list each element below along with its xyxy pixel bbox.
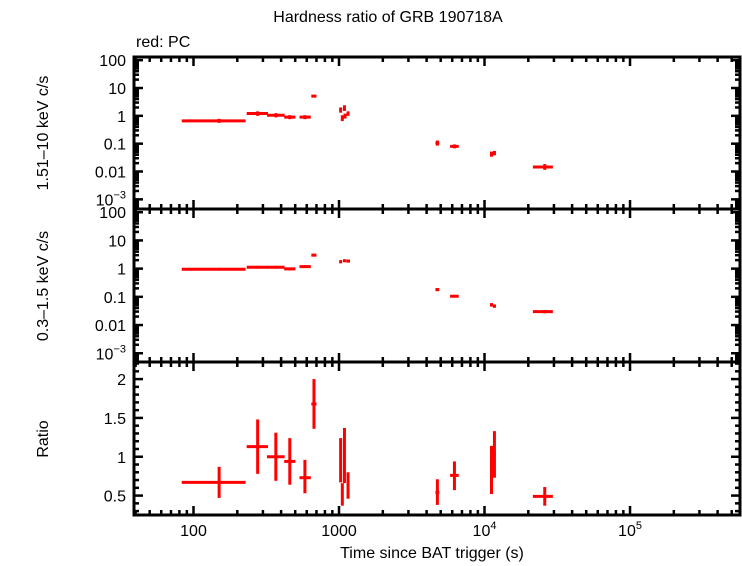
y-tick-label: 1 — [117, 109, 126, 126]
y-tick-label: 1.5 — [104, 411, 126, 428]
y-axis-label-soft: 0.3–1.5 keV c/s — [35, 231, 52, 341]
y-tick-label: 1 — [117, 450, 126, 467]
plot-layer: 1001010.10.0110−31001010.10.0110−321.510… — [95, 53, 742, 540]
x-axis-label: Time since BAT trigger (s) — [340, 545, 524, 562]
y-axis-label-hard: 1.51–10 keV c/s — [35, 76, 52, 191]
y-tick-label: 1 — [117, 262, 126, 279]
x-tick-label: 105 — [618, 520, 642, 540]
y-tick-label: 0.1 — [104, 137, 126, 154]
x-tick-label: 1000 — [321, 523, 357, 540]
y-tick-label: 0.1 — [104, 290, 126, 307]
y-axis-label-ratio: Ratio — [35, 420, 52, 457]
y-tick-label: 100 — [99, 205, 126, 222]
x-tick-label: 104 — [473, 520, 497, 540]
y-tick-label: 0.01 — [95, 165, 126, 182]
legend-note: red: PC — [136, 34, 190, 51]
y-tick-label: 10 — [108, 233, 126, 250]
x-tick-label: 100 — [180, 523, 207, 540]
y-tick-label: 0.01 — [95, 318, 126, 335]
panel-frame-hard — [132, 55, 742, 211]
y-tick-label: 2 — [117, 372, 126, 389]
y-tick-label: 10−3 — [96, 343, 126, 363]
chart-title: Hardness ratio of GRB 190718A — [273, 9, 503, 26]
y-tick-label: 10 — [108, 81, 126, 98]
y-tick-label: 10−3 — [96, 189, 126, 209]
panel-frame-ratio — [132, 360, 742, 517]
y-tick-label: 0.5 — [104, 489, 126, 506]
panel-frame-soft — [132, 207, 742, 364]
y-tick-label: 100 — [99, 53, 126, 70]
